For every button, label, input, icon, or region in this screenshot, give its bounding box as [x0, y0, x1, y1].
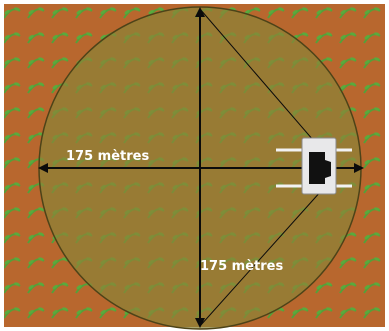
guide-line-bottom — [199, 189, 323, 327]
vertical-dimension-label: 175 mètres — [200, 259, 283, 274]
irrigation-pivot-tower-icon — [276, 137, 352, 195]
horizontal-dimension-label: 175 mètres — [66, 149, 149, 164]
guide-line-top — [199, 8, 321, 149]
